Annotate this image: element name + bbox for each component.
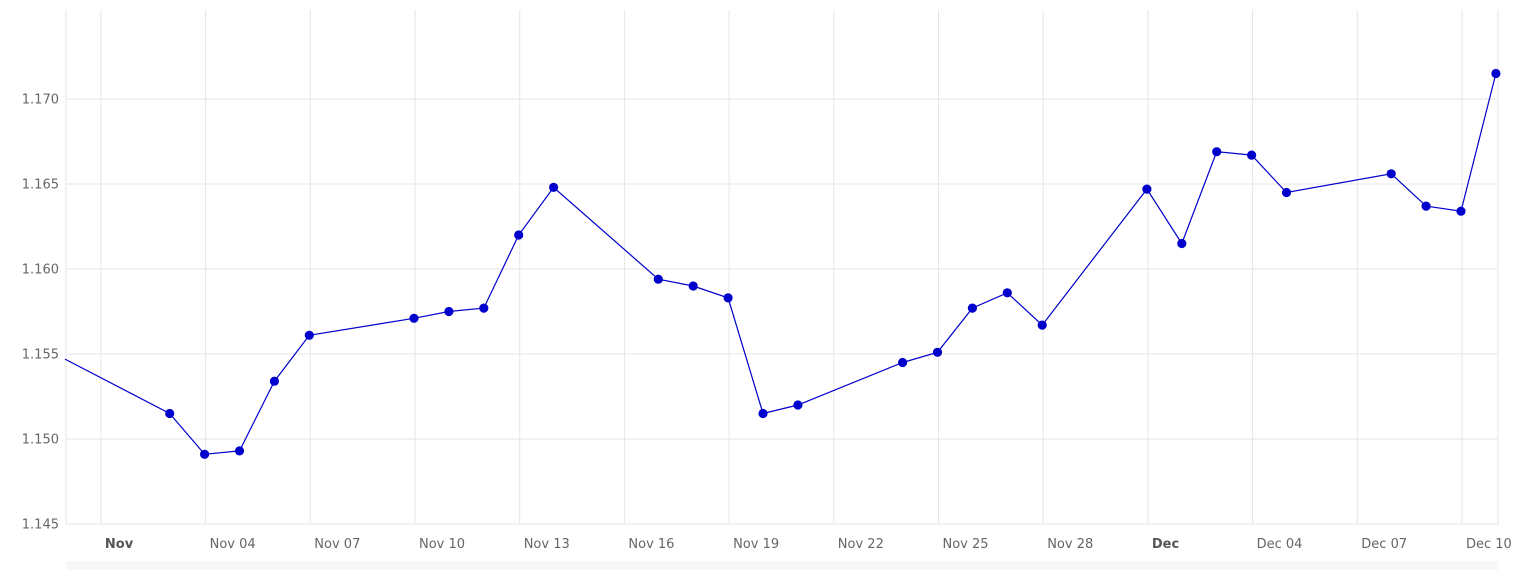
data-point [1421, 201, 1431, 211]
data-point [793, 400, 803, 410]
x-tick-label: Nov 25 [943, 537, 989, 552]
data-point [1386, 169, 1396, 179]
x-tick-label: Nov 22 [838, 537, 884, 552]
data-point [200, 449, 210, 459]
data-point [1212, 147, 1222, 157]
data-point [653, 274, 663, 284]
y-tick-label: 1.150 [22, 433, 59, 448]
y-tick-label: 1.160 [22, 263, 59, 278]
data-point [549, 182, 559, 192]
y-tick-label: 1.145 [22, 518, 59, 533]
data-point [479, 303, 489, 313]
data-point [723, 293, 733, 303]
x-tick-label: Nov 07 [314, 537, 360, 552]
x-tick-label: Nov 19 [733, 537, 779, 552]
y-tick-label: 1.155 [22, 348, 59, 363]
data-point [1142, 184, 1152, 194]
data-point [758, 408, 768, 419]
y-tick-label: 1.165 [22, 178, 59, 193]
data-point [165, 408, 175, 419]
data-point [1456, 206, 1466, 216]
x-tick-label: Nov 13 [524, 537, 570, 552]
x-tick-label: Dec 10 [1466, 537, 1512, 552]
data-point [444, 306, 454, 317]
y-axis-tick-labels: 1.145 1.150 1.155 1.160 1.165 1.170 [22, 93, 59, 533]
x-tick-label: Dec 04 [1257, 537, 1303, 552]
data-point [688, 281, 698, 291]
x-tick-label: Nov 16 [628, 537, 674, 552]
data-point [304, 330, 314, 340]
data-point [1491, 68, 1501, 79]
y-tick-label: 1.170 [22, 93, 59, 108]
data-point [1177, 238, 1187, 249]
data-point [269, 376, 279, 386]
series-line [64, 73, 1497, 455]
x-tick-label: Nov 10 [419, 537, 465, 552]
data-point [1281, 187, 1292, 198]
navigator-band [66, 561, 1498, 570]
grid-lines [65, 10, 1499, 525]
data-point [234, 446, 245, 456]
x-tick-label: Dec [1152, 537, 1179, 552]
x-tick-label: Nov 04 [210, 537, 256, 552]
data-point [1002, 288, 1012, 298]
data-point [514, 230, 524, 240]
series-layer [64, 68, 1501, 459]
data-point [409, 313, 419, 323]
data-point [967, 303, 978, 313]
x-tick-label: Nov 28 [1047, 537, 1093, 552]
x-tick-label: Nov [105, 537, 134, 552]
x-axis-tick-labels: Nov Nov 04 Nov 07 Nov 10 Nov 13 Nov 16 Nov 19 N… [105, 537, 1512, 552]
data-point [898, 357, 908, 368]
data-point [932, 347, 943, 357]
data-point [1247, 150, 1257, 160]
x-tick-label: Dec 07 [1361, 537, 1407, 552]
data-point [1037, 320, 1047, 330]
